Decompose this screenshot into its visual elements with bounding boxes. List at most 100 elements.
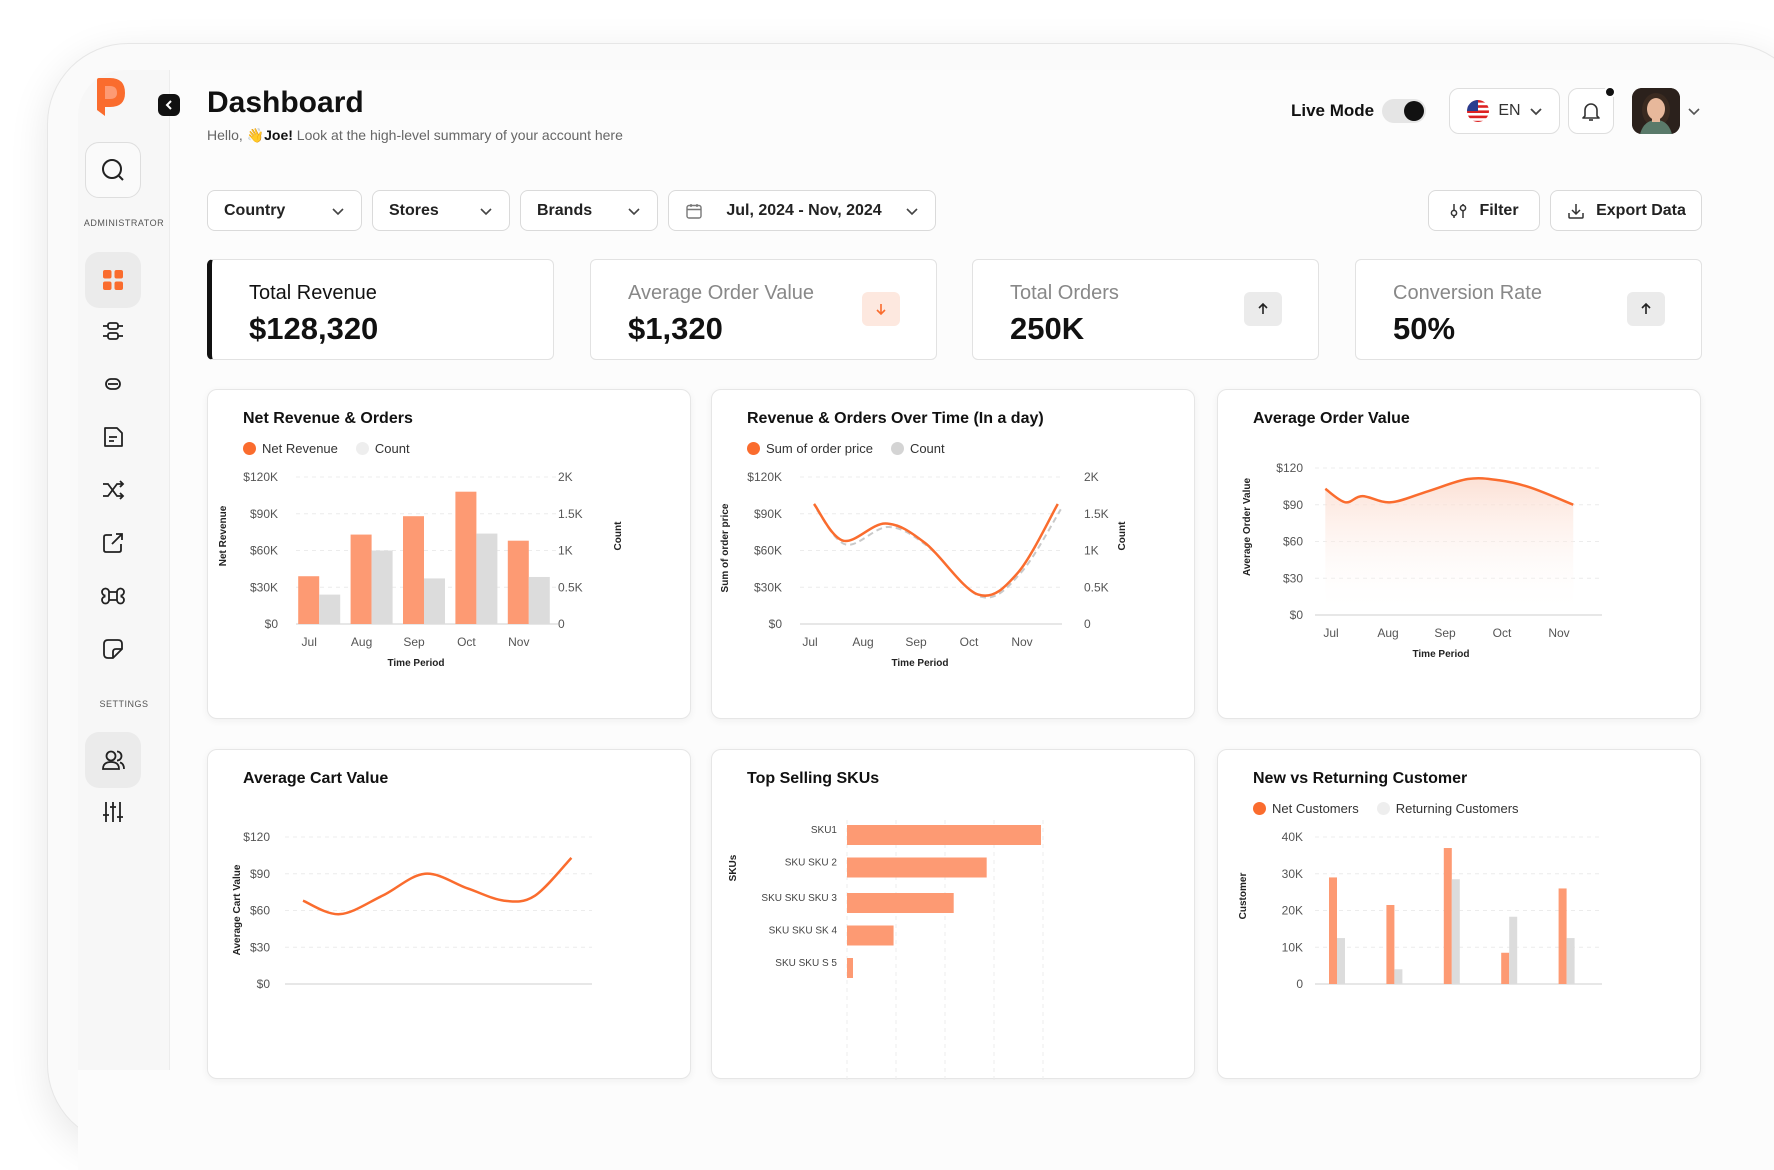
bar-returning-customers xyxy=(1394,969,1403,984)
language-selector[interactable]: EN xyxy=(1449,88,1560,134)
y-tick-label: $90K xyxy=(754,507,782,521)
sidebar-search-button[interactable] xyxy=(85,142,141,198)
legend-label: Returning Customers xyxy=(1395,801,1519,816)
top-selling-skus-chart: SKU1 SKU SKU 2 SKU SKU SKU 3 SKU SKU SK 4 SK… xyxy=(728,820,1044,1080)
bar-net-customers xyxy=(1443,848,1452,984)
sidebar-item-users[interactable] xyxy=(85,732,141,788)
y-tick-label: $120 xyxy=(243,830,270,844)
net-revenue-orders-chart: $0 $30K $60K $90K $120K 0 0.5K 1K 1.5K 2K Jul Aug Se… xyxy=(218,470,624,669)
bar-count xyxy=(476,533,498,624)
trend-up-badge xyxy=(1244,292,1282,326)
kpi-label: Total Revenue xyxy=(249,282,377,304)
kpi-total-revenue: Total Revenue $128,320 xyxy=(207,259,554,360)
x-tick-label: Oct xyxy=(1493,626,1512,640)
page-title: Dashboard xyxy=(207,86,364,119)
sidebar-item-document[interactable] xyxy=(85,409,141,465)
x-tick-label: Nov xyxy=(508,635,529,649)
y2-tick-label: 0 xyxy=(558,617,565,631)
y2-tick-label: 1.5K xyxy=(558,507,583,521)
kpi-conversion-rate: Conversion Rate 50% xyxy=(1355,259,1702,360)
x-tick-label: Nov xyxy=(1011,635,1032,649)
chart-card-average-order-value: Average Order Value $0 $30 $60 $90 $120 Jul Au… xyxy=(1217,389,1701,719)
us-flag-icon xyxy=(1467,100,1490,122)
brand-logo xyxy=(93,76,127,118)
stores-dropdown[interactable]: Stores xyxy=(372,190,510,231)
sidebar-item-share[interactable] xyxy=(85,515,141,571)
sidebar-item-dashboard[interactable] xyxy=(85,252,141,308)
legend-item: Sum of order price xyxy=(747,441,873,456)
brand-logo-icon xyxy=(97,78,125,116)
y2-tick-label: 1K xyxy=(558,544,573,558)
legend-swatch xyxy=(890,442,904,455)
legend-label: Net Revenue xyxy=(262,441,338,456)
y-tick-label: $30 xyxy=(250,940,270,954)
kpi-value: $1,320 xyxy=(628,311,723,346)
notifications-button[interactable] xyxy=(1568,86,1616,134)
chart-card-top-selling-skus: Top Selling SKUs SKU1 SKU SKU 2 SKU SKU SK… xyxy=(711,749,1195,1080)
legend-item: Count xyxy=(890,441,945,456)
kpi-value: $128,320 xyxy=(249,311,379,346)
grid-icon xyxy=(103,270,123,290)
notification-dot xyxy=(1604,86,1616,98)
sidebar-item-command[interactable] xyxy=(85,568,141,624)
sidebar-item-sticky-note[interactable] xyxy=(85,621,141,677)
live-mode-toggle[interactable] xyxy=(1382,99,1426,123)
legend-swatch xyxy=(1253,802,1266,815)
bar-net-revenue xyxy=(350,534,372,624)
kpi-label: Average Order Value xyxy=(628,282,815,304)
share-icon xyxy=(103,533,123,553)
date-range-picker[interactable]: Jul, 2024 - Nov, 2024 xyxy=(668,190,936,231)
x-axis-label: Time Period xyxy=(891,658,948,669)
kpi-value: 50% xyxy=(1393,311,1456,346)
y-tick-label: $30 xyxy=(1283,571,1303,585)
profile-menu-button[interactable] xyxy=(1686,103,1702,124)
x-tick-label: Oct xyxy=(457,635,476,649)
sidebar-item-sliders[interactable] xyxy=(85,303,141,359)
axis-label: Count xyxy=(1117,521,1128,551)
legend-label: Sum of order price xyxy=(766,441,873,456)
legend-label: Net Customers xyxy=(1272,801,1359,816)
x-tick-label: Aug xyxy=(351,635,372,649)
legend-label: Count xyxy=(909,441,945,456)
bar-net-revenue xyxy=(298,576,320,624)
brands-dropdown[interactable]: Brands xyxy=(520,190,658,231)
country-dropdown[interactable]: Country xyxy=(207,190,362,231)
language-code: EN xyxy=(1498,102,1521,119)
avatar[interactable] xyxy=(1632,88,1680,134)
bar-net-revenue xyxy=(403,516,424,624)
sidebar-admin-label: ADMINISTRATOR xyxy=(83,218,165,228)
kpi-average-order-value: Average Order Value $1,320 xyxy=(590,259,937,360)
y-tick-label: $120 xyxy=(1276,461,1303,475)
chart-title: Net Revenue & Orders xyxy=(243,410,413,427)
sidebar-item-controls[interactable] xyxy=(85,784,141,840)
x-tick-label: Jul xyxy=(302,635,317,649)
y-tick-label: $0 xyxy=(257,977,271,991)
axis-label: SKUs xyxy=(728,854,739,881)
sidebar-collapse-button[interactable] xyxy=(158,94,180,116)
toggle-knob xyxy=(1404,101,1424,121)
sidebar-item-shuffle[interactable] xyxy=(85,462,141,518)
legend-item: Count xyxy=(355,441,410,456)
user-avatar-image xyxy=(1632,88,1680,134)
sidebar xyxy=(78,70,170,1070)
sidebar-item-link[interactable] xyxy=(85,356,141,412)
live-mode-label: Live Mode xyxy=(1291,101,1375,120)
series-line-average-cart-value xyxy=(302,856,573,916)
legend-swatch xyxy=(1376,802,1390,815)
chart-title: Average Order Value xyxy=(1253,410,1410,427)
x-tick-label: Jul xyxy=(802,635,817,649)
sku-bar xyxy=(847,925,894,946)
filter-button[interactable]: Filter xyxy=(1428,190,1540,231)
filter-button-label: Filter xyxy=(1479,201,1519,219)
revenue-orders-over-time-chart: $0 $30K $60K $90K $120K 0 0.5K 1K 1.5K 2K Jul Aug Se… xyxy=(720,470,1128,669)
greeting-name: Joe! xyxy=(264,127,293,143)
sku-label: SKU SKU SK 4 xyxy=(769,926,838,937)
bar-net-revenue xyxy=(455,491,477,624)
arrow-up-icon xyxy=(1258,302,1268,314)
users-icon xyxy=(102,750,125,770)
export-data-button[interactable]: Export Data xyxy=(1550,190,1702,231)
axis-label: Customer xyxy=(1238,873,1249,920)
greeting-prefix: Hello, xyxy=(207,127,247,143)
bar-count xyxy=(319,594,341,624)
legend-item: Returning Customers xyxy=(1376,801,1519,816)
